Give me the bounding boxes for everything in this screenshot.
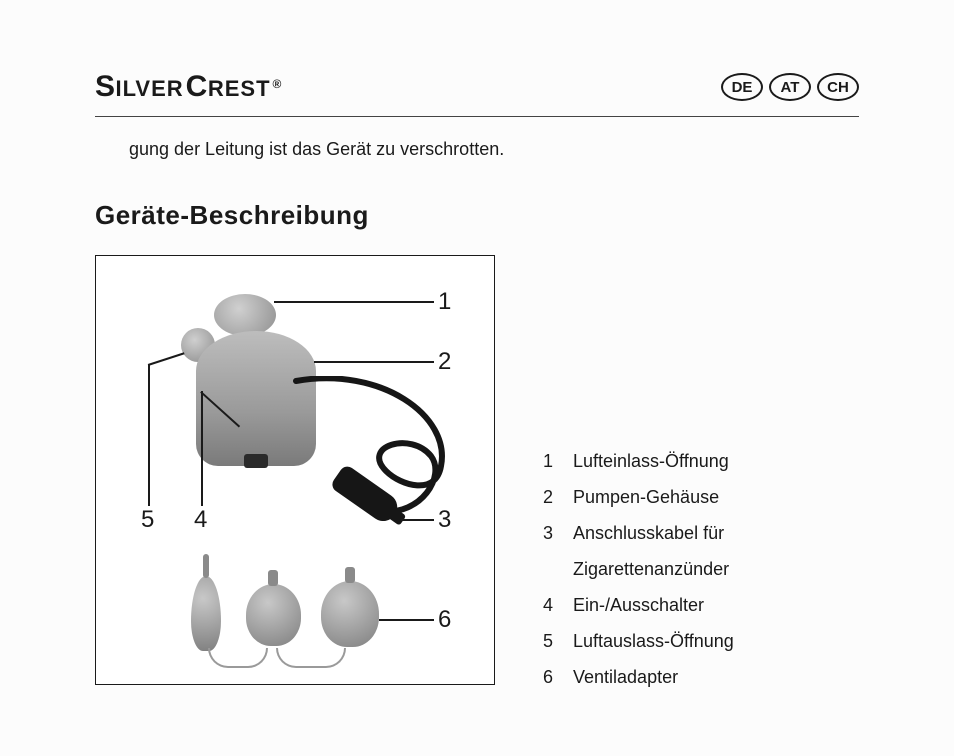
leader-line-3: [401, 519, 434, 521]
legend-row: Zigarettenanzünder: [543, 551, 734, 587]
legend-num: [543, 551, 573, 587]
brand-part2-rest: REST: [208, 76, 271, 102]
brand-part2-cap: C: [186, 70, 208, 104]
diagram-label-6: 6: [438, 606, 451, 634]
legend-num: 5: [543, 623, 573, 659]
pump-top-illustration: [214, 294, 276, 336]
country-badges: DE AT CH: [721, 73, 859, 101]
adapter-2-illustration: [246, 584, 301, 646]
brand-part1-rest: ILVER: [116, 76, 184, 102]
intro-text: gung der Leitung ist das Gerät zu versch…: [129, 139, 859, 160]
legend-row: 3Anschlusskabel für: [543, 515, 734, 551]
legend-row: 4Ein-/Ausschalter: [543, 587, 734, 623]
legend-num: 2: [543, 479, 573, 515]
legend-text: Lufteinlass-Öffnung: [573, 443, 729, 479]
page-header: SILVERCREST® DE AT CH: [95, 70, 859, 117]
diagram-label-5: 5: [141, 506, 154, 534]
legend-num: 1: [543, 443, 573, 479]
diagram-label-3: 3: [438, 506, 451, 534]
legend-text: Zigarettenanzünder: [573, 551, 729, 587]
device-diagram: 1 2 3 4 5 6: [95, 255, 495, 685]
legend: 1Lufteinlass-Öffnung 2Pumpen-Gehäuse 3An…: [543, 255, 734, 695]
legend-row: 2Pumpen-Gehäuse: [543, 479, 734, 515]
brand-registered: ®: [273, 77, 282, 91]
adapter-link-1: [208, 648, 268, 668]
adapter-link-2: [276, 648, 346, 668]
legend-row: 6Ventiladapter: [543, 659, 734, 695]
legend-text: Luftauslass-Öffnung: [573, 623, 734, 659]
pump-switch-illustration: [244, 454, 268, 468]
adapter-1-illustration: [191, 576, 221, 651]
leader-line-5d: [148, 352, 185, 365]
badge-ch: CH: [817, 73, 859, 101]
brand-part1-cap: S: [95, 70, 116, 104]
leader-line-2: [314, 361, 434, 363]
badge-de: DE: [721, 73, 763, 101]
brand-logo: SILVERCREST®: [95, 70, 282, 104]
cable-illustration: [291, 376, 461, 546]
legend-text: Ein-/Ausschalter: [573, 587, 704, 623]
diagram-label-4: 4: [194, 506, 207, 534]
section-title: Geräte-Beschreibung: [95, 200, 859, 231]
legend-row: 5Luftauslass-Öffnung: [543, 623, 734, 659]
badge-at: AT: [769, 73, 811, 101]
leader-line-6: [379, 619, 434, 621]
legend-num: 3: [543, 515, 573, 551]
leader-line-4v: [201, 391, 203, 506]
legend-text: Ventiladapter: [573, 659, 678, 695]
leader-line-1: [274, 301, 434, 303]
legend-num: 4: [543, 587, 573, 623]
diagram-label-2: 2: [438, 348, 451, 376]
adapter-3-illustration: [321, 581, 379, 647]
diagram-label-1: 1: [438, 288, 451, 316]
leader-line-5v: [148, 364, 150, 506]
legend-text: Anschlusskabel für: [573, 515, 724, 551]
legend-row: 1Lufteinlass-Öffnung: [543, 443, 734, 479]
legend-num: 6: [543, 659, 573, 695]
legend-text: Pumpen-Gehäuse: [573, 479, 719, 515]
